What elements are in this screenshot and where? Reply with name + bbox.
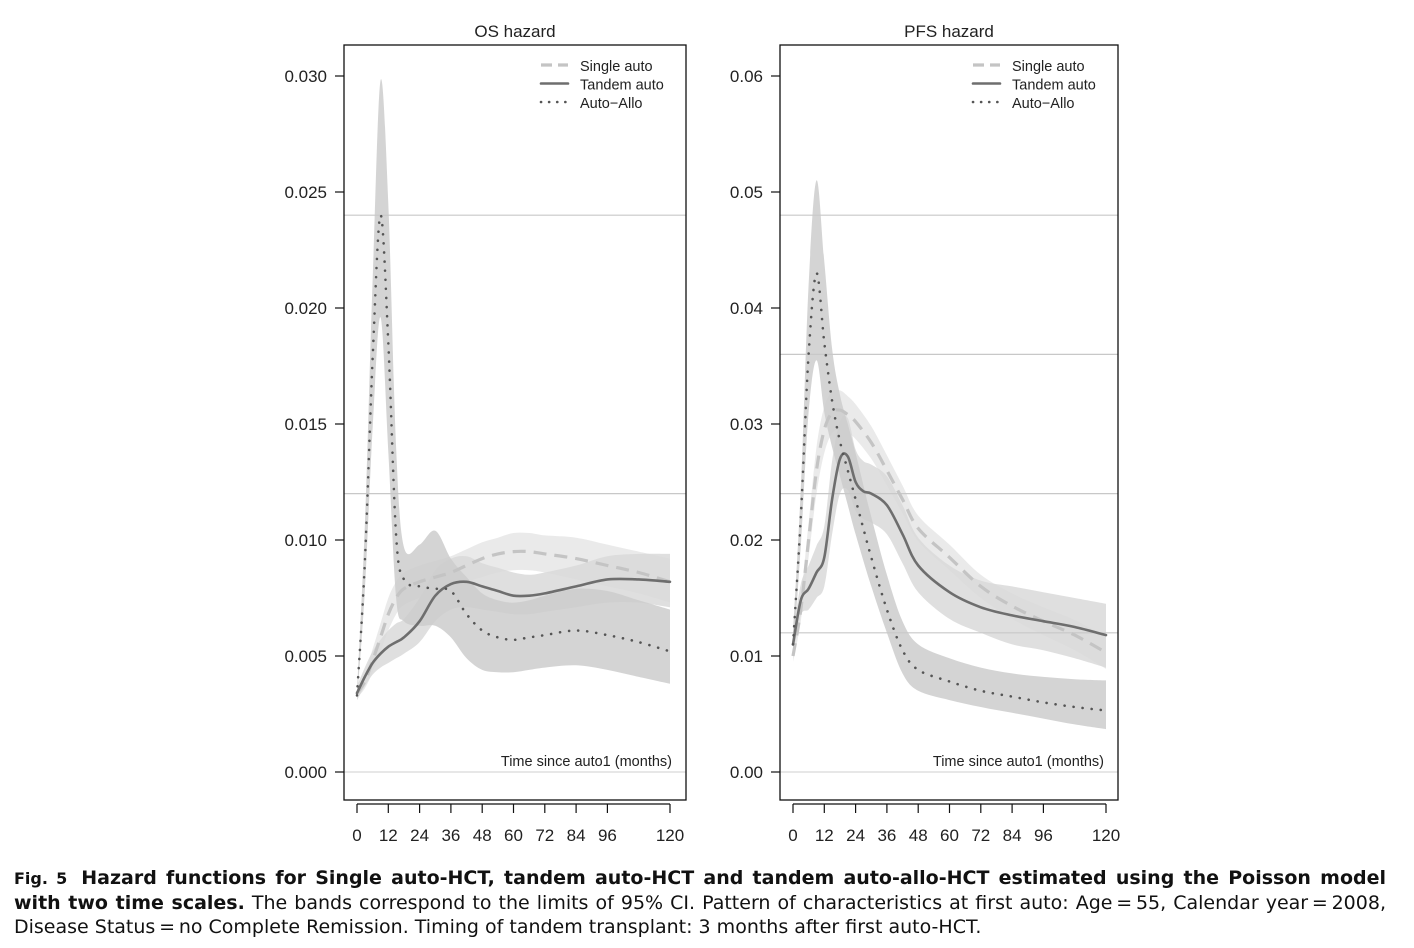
y-tick-label: 0.005 xyxy=(284,647,327,666)
ci-band-dotted xyxy=(357,79,670,701)
y-tick-label: 0.03 xyxy=(730,415,763,434)
legend: Single auto Tandem auto Auto−Allo xyxy=(539,59,664,112)
y-tick-label: 0.02 xyxy=(730,531,763,550)
figure-caption: Fig. 5 Hazard functions for Single auto-H… xyxy=(14,866,1386,939)
x-tick-label: 60 xyxy=(504,826,523,845)
x-tick-label: 0 xyxy=(352,826,361,845)
series-line-dashed xyxy=(355,549,671,695)
x-tick-label: 36 xyxy=(877,826,896,845)
chart-title: OS hazard xyxy=(474,22,555,41)
x-tick-label: 96 xyxy=(1034,826,1053,845)
y-tick-label: 0.05 xyxy=(730,183,763,202)
legend-label: Tandem auto xyxy=(580,78,664,94)
x-tick-label: 120 xyxy=(1092,826,1120,845)
x-tick-label: 60 xyxy=(940,826,959,845)
x-tick-label: 24 xyxy=(846,826,865,845)
x-tick-label: 12 xyxy=(379,826,398,845)
x-axis-label: Time since auto1 (months) xyxy=(933,754,1104,770)
y-tick-label: 0.06 xyxy=(730,67,763,86)
x-tick-label: 48 xyxy=(909,826,928,845)
legend-label: Auto−Allo xyxy=(1012,96,1074,112)
y-tick-label: 0.01 xyxy=(730,647,763,666)
legend-label: Tandem auto xyxy=(1012,78,1096,94)
chart-title: PFS hazard xyxy=(904,22,994,41)
caption-text: The bands correspond to the limits of 95… xyxy=(14,892,1386,938)
x-tick-label: 36 xyxy=(441,826,460,845)
x-tick-label: 84 xyxy=(567,826,586,845)
y-tick-label: 0.020 xyxy=(284,299,327,318)
x-tick-label: 24 xyxy=(410,826,429,845)
plot-frame xyxy=(343,44,687,801)
plot-frame xyxy=(779,44,1119,801)
x-tick-label: 120 xyxy=(656,826,684,845)
y-tick-label: 0.00 xyxy=(730,763,763,782)
y-tick-label: 0.000 xyxy=(284,763,327,782)
ci-bands xyxy=(793,180,1106,730)
x-axis-label: Time since auto1 (months) xyxy=(501,754,672,770)
legend-label: Auto−Allo xyxy=(580,96,642,112)
y-tick-label: 0.010 xyxy=(284,531,327,550)
series-line-solid xyxy=(791,452,1108,646)
hazard-figure: OS hazard0.0000.0050.0100.0150.0200.0250… xyxy=(284,22,1120,845)
legend-label: Single auto xyxy=(580,59,653,75)
y-tick-label: 0.04 xyxy=(730,299,763,318)
x-tick-label: 84 xyxy=(1003,826,1022,845)
x-tick-label: 72 xyxy=(535,826,554,845)
legend: Single auto Tandem auto Auto−Allo xyxy=(971,59,1096,112)
x-tick-label: 48 xyxy=(473,826,492,845)
y-tick-label: 0.015 xyxy=(284,415,327,434)
x-tick-label: 12 xyxy=(815,826,834,845)
y-tick-label: 0.030 xyxy=(284,67,327,86)
y-tick-label: 0.025 xyxy=(284,183,327,202)
caption-label: Fig. 5 xyxy=(14,869,68,888)
x-tick-label: 72 xyxy=(971,826,990,845)
ci-band-solid xyxy=(793,415,1106,668)
caption-bold-text: Hazard functions for Single auto-HCT, ta… xyxy=(14,867,1386,914)
series-line-dotted xyxy=(355,213,672,697)
series-line-dashed xyxy=(791,408,1107,657)
x-tick-label: 96 xyxy=(598,826,617,845)
ci-bands xyxy=(357,79,670,701)
chart-panel-1: OS hazard 0.000 0.005 0.010 0.015 0.020 0.025 0… xyxy=(284,22,687,845)
x-tick-label: 0 xyxy=(788,826,797,845)
ci-band-dotted xyxy=(793,180,1106,730)
legend-label: Single auto xyxy=(1012,59,1085,75)
series-line-solid xyxy=(355,577,672,695)
